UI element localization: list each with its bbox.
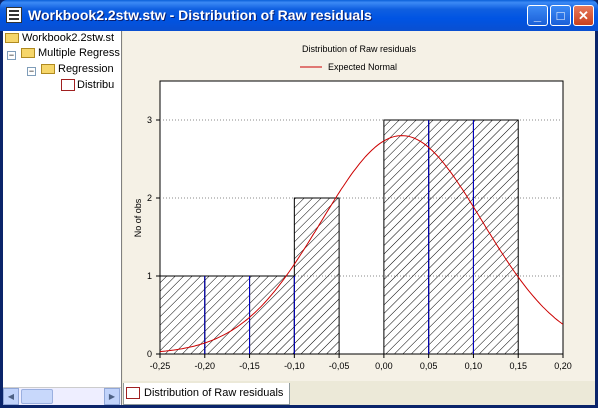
workbook-icon[interactable] [6,7,22,23]
legend-label: Expected Normal [328,62,397,72]
y-tick-label: 0 [147,349,152,359]
histogram-bar [472,119,519,354]
tree-item-label: Distribu [77,79,115,91]
x-tick-label: 0,10 [465,361,483,371]
minimize-button[interactable]: _ [527,5,548,26]
tree-horizontal-scrollbar[interactable]: ◀ ▶ [3,387,121,405]
x-tick-label: 0,15 [509,361,527,371]
x-tick-label: -0,05 [329,361,350,371]
x-tick-label: -0,20 [195,361,216,371]
tab-label: Distribution of Raw residuals [144,387,284,399]
tree-item-distribution[interactable]: Distribu [61,79,115,92]
graph-icon [61,79,75,92]
tab-distribution-of-raw-residuals[interactable]: Distribution of Raw residuals [123,383,291,405]
y-axis-label: No of obs [133,198,143,237]
histogram-bar [383,119,430,354]
x-tick-label: 0,20 [554,361,572,371]
x-tick-label: -0,25 [150,361,171,371]
histogram-bar [428,119,474,354]
tree-item-workbook[interactable]: Workbook2.2stw.st [5,32,114,44]
expected-normal-curve [160,135,563,353]
workbook-tree: Workbook2.2stw.st − Multiple Regress − R… [3,31,122,405]
histogram-bar [249,275,295,354]
tree-item-multiple-regression[interactable]: Multiple Regress [21,47,120,59]
chart-title: Distribution of Raw residuals [302,44,417,54]
title-bar[interactable]: Workbook2.2stw.stw - Distribution of Raw… [0,0,598,31]
close-button[interactable]: ✕ [573,5,594,26]
scrollbar-thumb[interactable] [21,389,53,404]
graph-pane: Distribution of Raw residuals Expected N… [123,31,595,381]
tree-item-regression[interactable]: Regression [41,63,114,75]
tree-item-label: Regression [58,63,114,75]
maximize-button[interactable]: □ [550,5,571,26]
histogram-bar [204,275,251,354]
histogram-bar [160,275,206,354]
x-tick-label: -0,10 [284,361,305,371]
graph-icon [126,387,140,400]
folder-open-icon [5,33,19,44]
tree-item-label: Multiple Regress [38,47,120,59]
y-tick-label: 3 [147,115,152,125]
x-tick-label: 0,00 [375,361,393,371]
scroll-right-icon[interactable]: ▶ [104,388,120,405]
folder-open-icon [21,48,35,59]
x-tick-label: -0,15 [239,361,260,371]
collapse-icon[interactable]: − [27,66,36,76]
collapse-icon[interactable]: − [7,50,16,60]
scroll-left-icon[interactable]: ◀ [3,388,19,405]
histogram-chart: Distribution of Raw residuals Expected N… [133,44,572,371]
x-tick-label: 0,05 [420,361,438,371]
y-tick-label: 1 [147,271,152,281]
window-body: Workbook2.2stw.st − Multiple Regress − R… [3,31,595,405]
sheet-tabs: Distribution of Raw residuals [123,383,595,405]
folder-open-icon [41,64,55,75]
y-tick-label: 2 [147,193,152,203]
histogram-bar [293,197,340,354]
window-title: Workbook2.2stw.stw - Distribution of Raw… [28,7,372,23]
tree-item-label: Workbook2.2stw.st [22,32,115,44]
